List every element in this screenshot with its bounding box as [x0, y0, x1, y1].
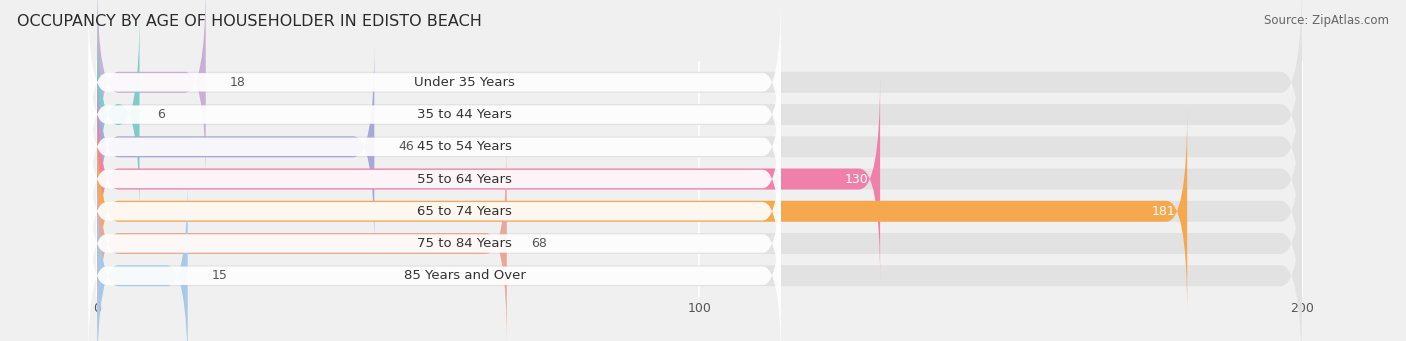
Text: 75 to 84 Years: 75 to 84 Years	[418, 237, 512, 250]
Text: 15: 15	[212, 269, 228, 282]
Text: 45 to 54 Years: 45 to 54 Years	[418, 140, 512, 153]
Text: 68: 68	[531, 237, 547, 250]
Text: OCCUPANCY BY AGE OF HOUSEHOLDER IN EDISTO BEACH: OCCUPANCY BY AGE OF HOUSEHOLDER IN EDIST…	[17, 14, 482, 29]
Text: 181: 181	[1152, 205, 1175, 218]
FancyBboxPatch shape	[97, 173, 1302, 341]
Text: 18: 18	[229, 76, 246, 89]
FancyBboxPatch shape	[89, 27, 780, 202]
Text: Source: ZipAtlas.com: Source: ZipAtlas.com	[1264, 14, 1389, 27]
Text: 85 Years and Over: 85 Years and Over	[404, 269, 526, 282]
Text: Under 35 Years: Under 35 Years	[415, 76, 515, 89]
FancyBboxPatch shape	[97, 0, 205, 185]
FancyBboxPatch shape	[97, 141, 1302, 341]
FancyBboxPatch shape	[97, 12, 139, 217]
FancyBboxPatch shape	[97, 12, 1302, 217]
FancyBboxPatch shape	[89, 0, 780, 170]
Text: 35 to 44 Years: 35 to 44 Years	[418, 108, 512, 121]
Text: 130: 130	[845, 173, 868, 186]
FancyBboxPatch shape	[89, 188, 780, 341]
FancyBboxPatch shape	[97, 77, 880, 281]
FancyBboxPatch shape	[89, 59, 780, 234]
FancyBboxPatch shape	[89, 156, 780, 331]
FancyBboxPatch shape	[97, 44, 374, 249]
Text: 65 to 74 Years: 65 to 74 Years	[418, 205, 512, 218]
FancyBboxPatch shape	[89, 91, 780, 267]
Text: 6: 6	[157, 108, 166, 121]
FancyBboxPatch shape	[97, 0, 1302, 185]
FancyBboxPatch shape	[97, 141, 506, 341]
FancyBboxPatch shape	[97, 44, 1302, 249]
FancyBboxPatch shape	[97, 109, 1187, 314]
FancyBboxPatch shape	[97, 77, 1302, 281]
FancyBboxPatch shape	[97, 173, 187, 341]
FancyBboxPatch shape	[97, 109, 1302, 314]
FancyBboxPatch shape	[89, 124, 780, 299]
Text: 46: 46	[398, 140, 415, 153]
Text: 55 to 64 Years: 55 to 64 Years	[418, 173, 512, 186]
